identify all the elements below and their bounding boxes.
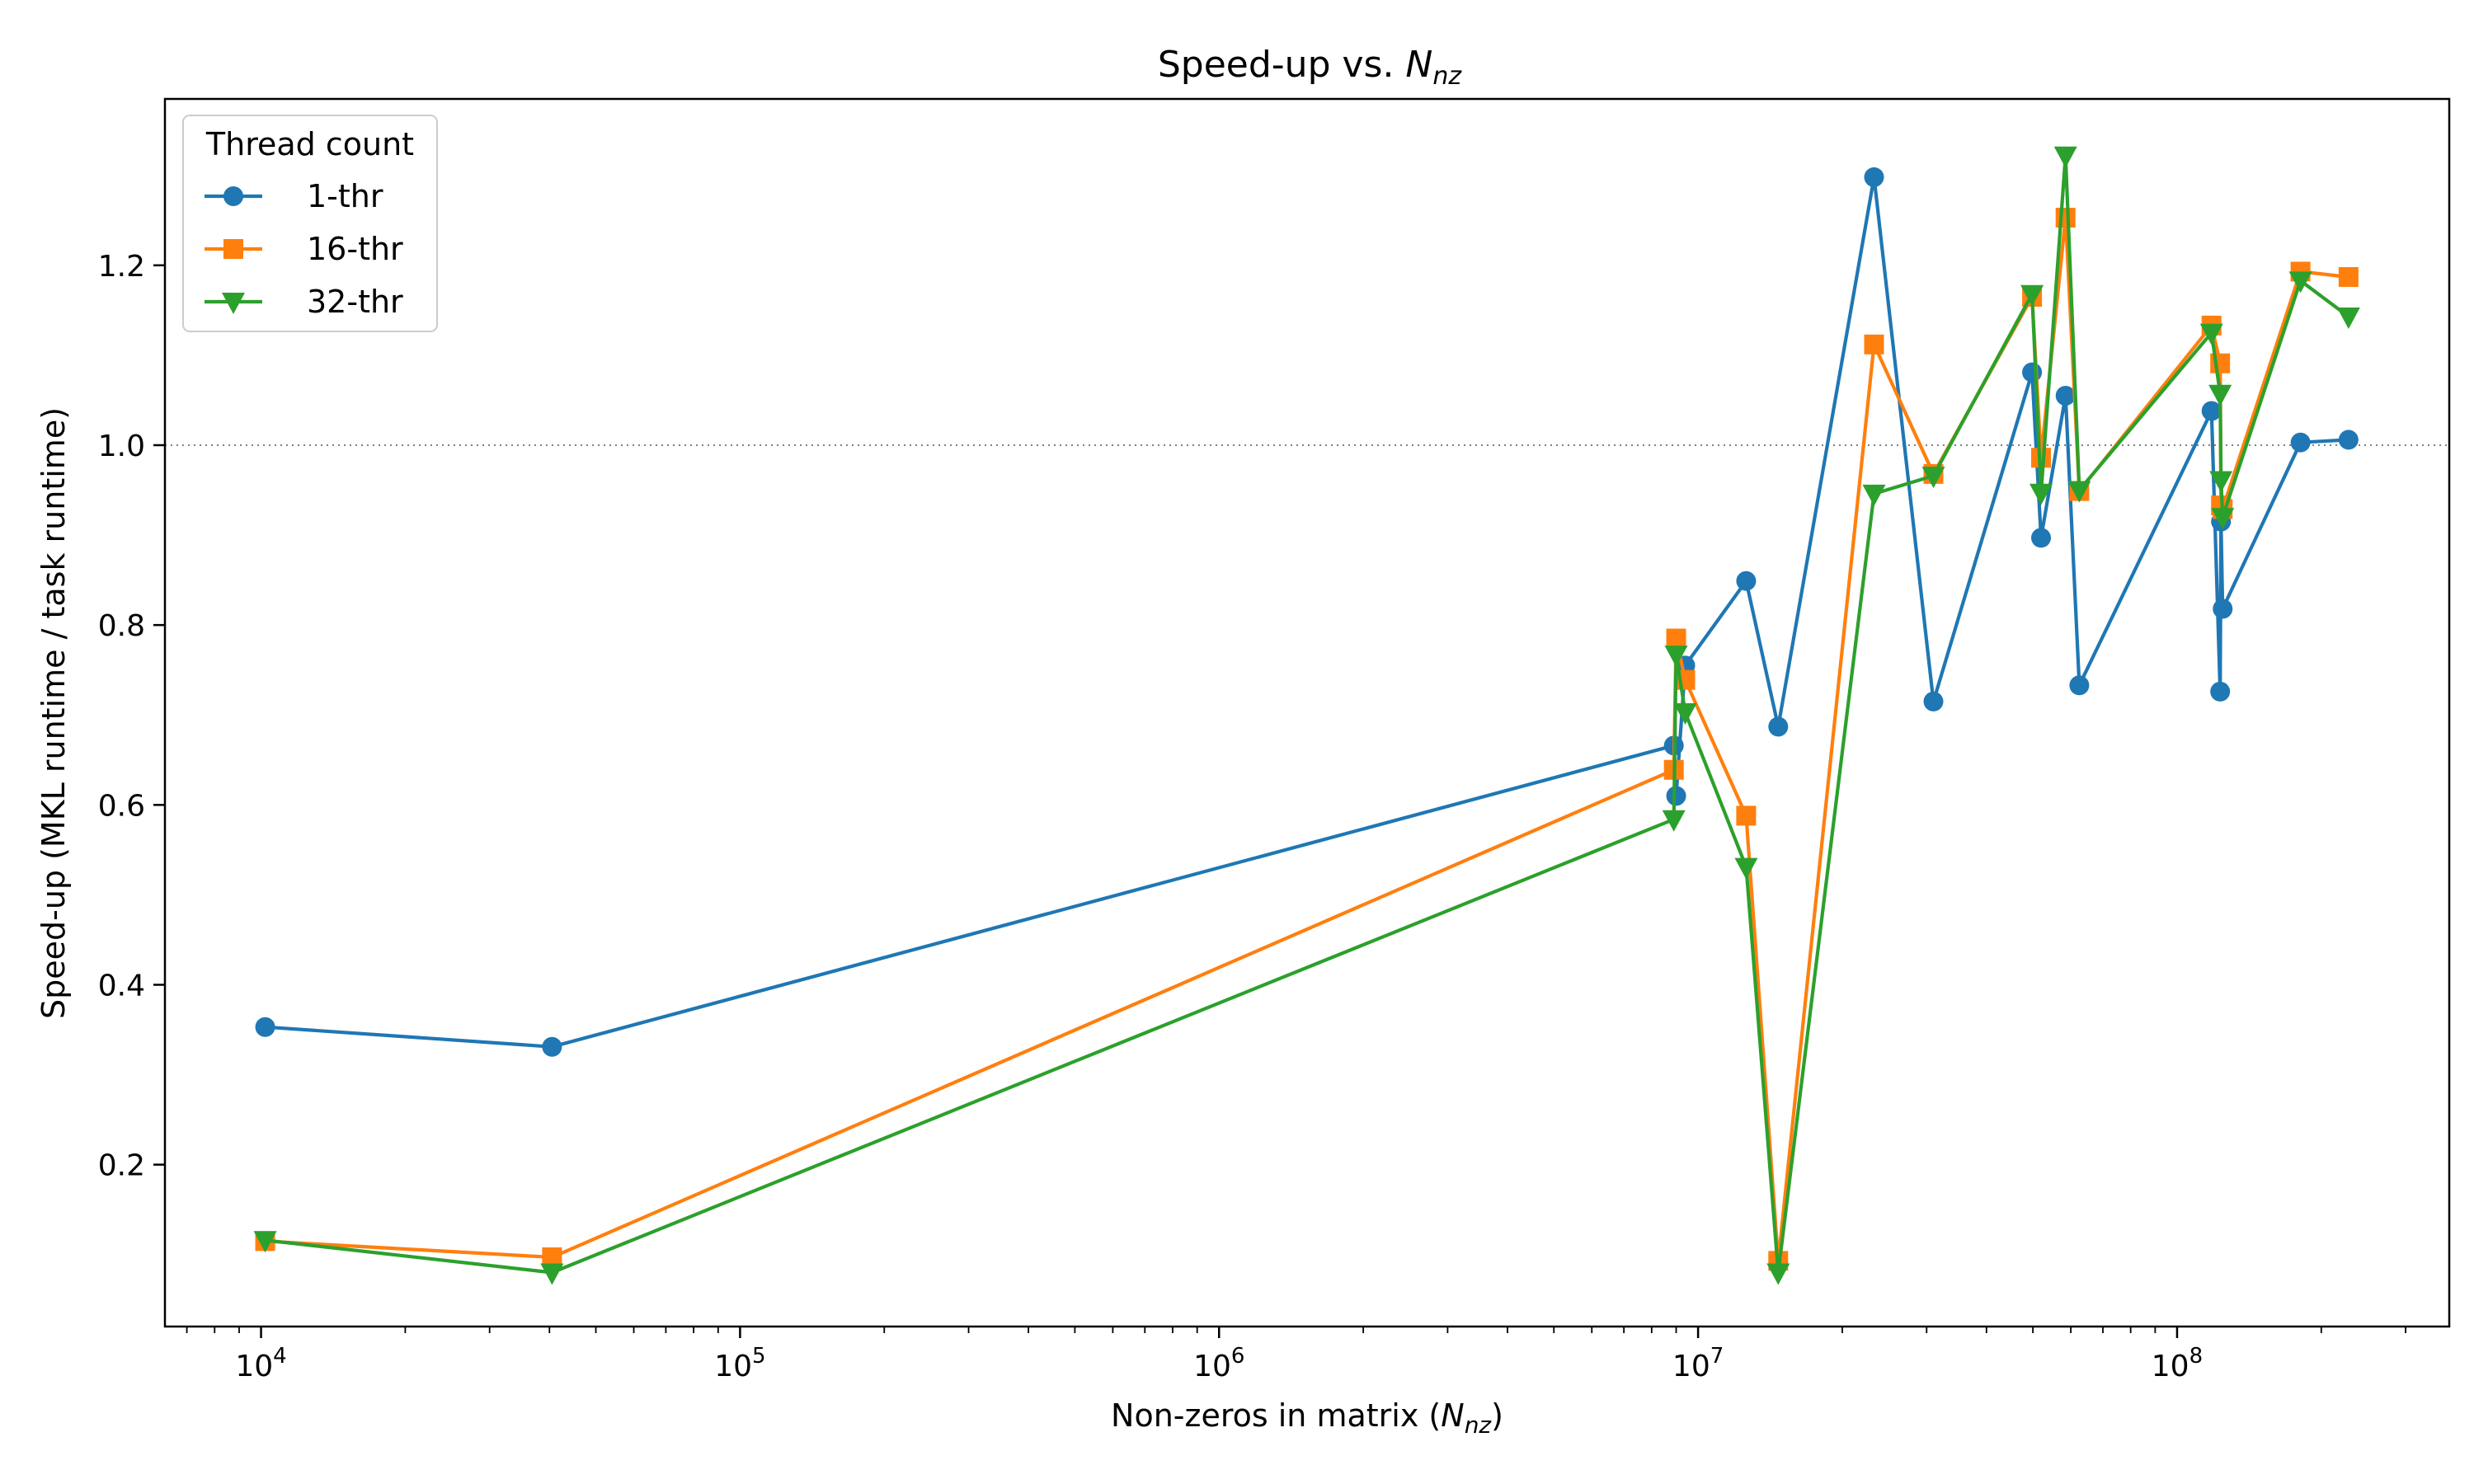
data-point-1-thr [1768,716,1789,737]
y-tick-label: 0.2 [98,1149,145,1183]
data-point-32-thr [540,1263,564,1285]
data-point-32-thr [2067,481,2091,503]
data-point-32-thr [2209,471,2233,493]
data-point-32-thr [1921,467,1945,489]
data-point-32-thr [2288,271,2312,294]
legend-entry-16-thr: 16-thr [205,231,403,267]
legend-label-1-thr: 1-thr [307,178,383,214]
x-tick-label: 108 [2152,1344,2203,1383]
data-point-32-thr [1673,702,1697,725]
data-point-32-thr [2211,508,2235,530]
legend-entry-32-thr: 32-thr [205,284,403,320]
data-point-32-thr [2053,146,2077,168]
data-point-16-thr [2055,207,2076,228]
legend-title: Thread count [205,126,414,162]
legend-marker-1-thr [223,186,243,206]
x-tick-label: 105 [714,1344,765,1383]
series-layer [253,146,2360,1285]
x-axis-label: Non-zeros in matrix (Nnz) [1111,1397,1503,1439]
data-point-1-thr [2338,430,2359,450]
data-point-1-thr [2069,675,2090,696]
data-point-1-thr [1923,691,1944,711]
y-axis: 0.2 0.4 0.6 0.8 1.0 1.2 [98,250,165,1183]
data-point-1-thr [2022,362,2043,383]
x-tick-label: 107 [1672,1344,1724,1383]
data-point-1-thr [2290,432,2311,453]
data-point-32-thr [2020,284,2044,307]
legend-box [182,115,438,332]
x-tick-label: 104 [235,1344,286,1383]
series-line-1-thr [265,175,2349,1049]
legend-marker-32-thr [222,293,245,314]
x-axis: 104 105 106 107 108 [186,1327,2406,1383]
y-tick-label: 1.0 [98,430,145,463]
data-point-16-thr [1666,628,1686,649]
data-point-16-thr [1864,334,1884,355]
data-point-16-thr [2338,266,2359,287]
plot-frame [163,97,2451,1328]
data-point-32-thr [253,1231,277,1253]
data-point-32-thr [2208,384,2232,406]
data-point-32-thr [2199,323,2223,345]
data-point-1-thr [2201,401,2222,421]
data-point-1-thr [2210,681,2231,702]
data-point-32-thr [1664,646,1688,668]
series-32-thr [253,146,2360,1285]
data-point-32-thr [1766,1263,1790,1285]
data-point-1-thr [1864,167,1884,187]
data-point-32-thr [2029,483,2053,505]
y-tick-label: 0.8 [98,609,145,643]
data-point-32-thr [2336,307,2360,329]
series-16-thr [255,207,2359,1271]
data-point-1-thr [2030,528,2051,548]
data-point-32-thr [1862,484,1886,506]
data-point-32-thr [1734,857,1758,880]
legend-marker-16-thr [223,239,243,259]
y-axis-label: Speed-up (MKL runtime / task runtime) [35,407,72,1019]
y-tick-label: 0.6 [98,789,145,823]
chart-title: Speed-up vs. Nnz [1158,44,1462,91]
legend-entry-1-thr: 1-thr [205,178,383,214]
x-tick-label: 106 [1193,1344,1244,1383]
y-tick-label: 1.2 [98,250,145,284]
data-point-1-thr [1666,786,1686,806]
data-point-1-thr [2055,385,2076,406]
series-line-32-thr [265,153,2350,1275]
legend: Thread count 1-thr 16-thr 32-thr [182,115,438,332]
data-point-1-thr [1736,571,1757,591]
data-point-1-thr [542,1036,562,1057]
legend-label-16-thr: 16-thr [307,231,403,267]
legend-label-32-thr: 32-thr [307,284,403,320]
y-tick-label: 0.4 [98,969,145,1003]
data-point-1-thr [2213,599,2233,619]
data-point-16-thr [1736,805,1757,826]
data-point-32-thr [1662,810,1686,832]
data-point-1-thr [255,1017,275,1037]
series-1-thr [255,167,2359,1057]
